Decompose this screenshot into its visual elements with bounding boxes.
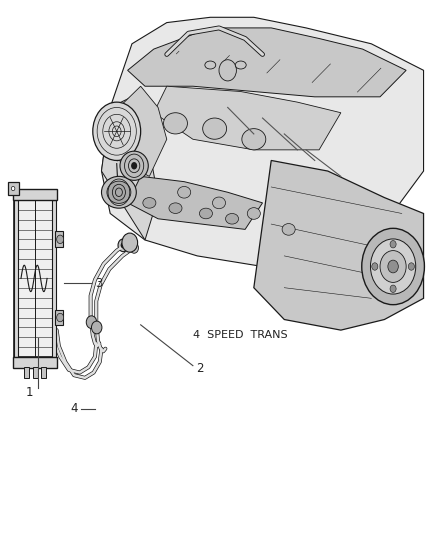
Circle shape [371,239,416,294]
Circle shape [92,321,102,334]
Ellipse shape [169,203,182,214]
Ellipse shape [120,151,148,180]
Circle shape [388,260,398,273]
Circle shape [11,187,15,191]
Bar [13,357,57,368]
Ellipse shape [242,128,266,150]
Bar [55,231,63,247]
Circle shape [380,251,406,282]
Text: 3: 3 [95,277,103,290]
Circle shape [118,239,128,252]
Circle shape [57,313,64,322]
Ellipse shape [203,118,226,139]
Ellipse shape [282,223,295,235]
Ellipse shape [143,198,156,208]
Circle shape [57,235,64,244]
Bar [14,200,18,357]
Ellipse shape [178,187,191,198]
Text: 2: 2 [196,362,203,375]
Bar [14,200,56,357]
Ellipse shape [107,181,131,204]
Polygon shape [119,86,167,176]
Circle shape [408,263,414,270]
Bar [24,367,29,378]
Polygon shape [254,160,424,330]
Polygon shape [127,28,406,97]
Ellipse shape [235,61,246,69]
Ellipse shape [247,208,260,219]
Bar [41,367,46,378]
Circle shape [93,102,141,160]
Circle shape [390,240,396,248]
Ellipse shape [199,208,212,219]
Ellipse shape [212,197,226,209]
Text: 1: 1 [26,386,33,399]
Circle shape [372,263,378,270]
Ellipse shape [226,214,239,224]
Circle shape [122,233,138,252]
Polygon shape [154,86,341,150]
Polygon shape [102,97,158,240]
Text: 4: 4 [71,402,78,415]
Ellipse shape [163,113,187,134]
Circle shape [362,228,424,305]
Bar [55,310,63,326]
Circle shape [131,162,137,169]
Circle shape [219,60,237,81]
Bar [52,200,56,357]
Text: 4  SPEED  TRANS: 4 SPEED TRANS [193,330,287,341]
Circle shape [130,243,138,253]
Circle shape [86,316,97,328]
Ellipse shape [102,176,136,208]
Circle shape [125,237,134,248]
Polygon shape [102,17,424,266]
Bar [13,189,57,200]
Circle shape [390,285,396,293]
Bar [8,182,19,195]
Ellipse shape [205,61,216,69]
Bar [32,367,38,378]
Circle shape [120,242,126,248]
Polygon shape [127,176,262,229]
